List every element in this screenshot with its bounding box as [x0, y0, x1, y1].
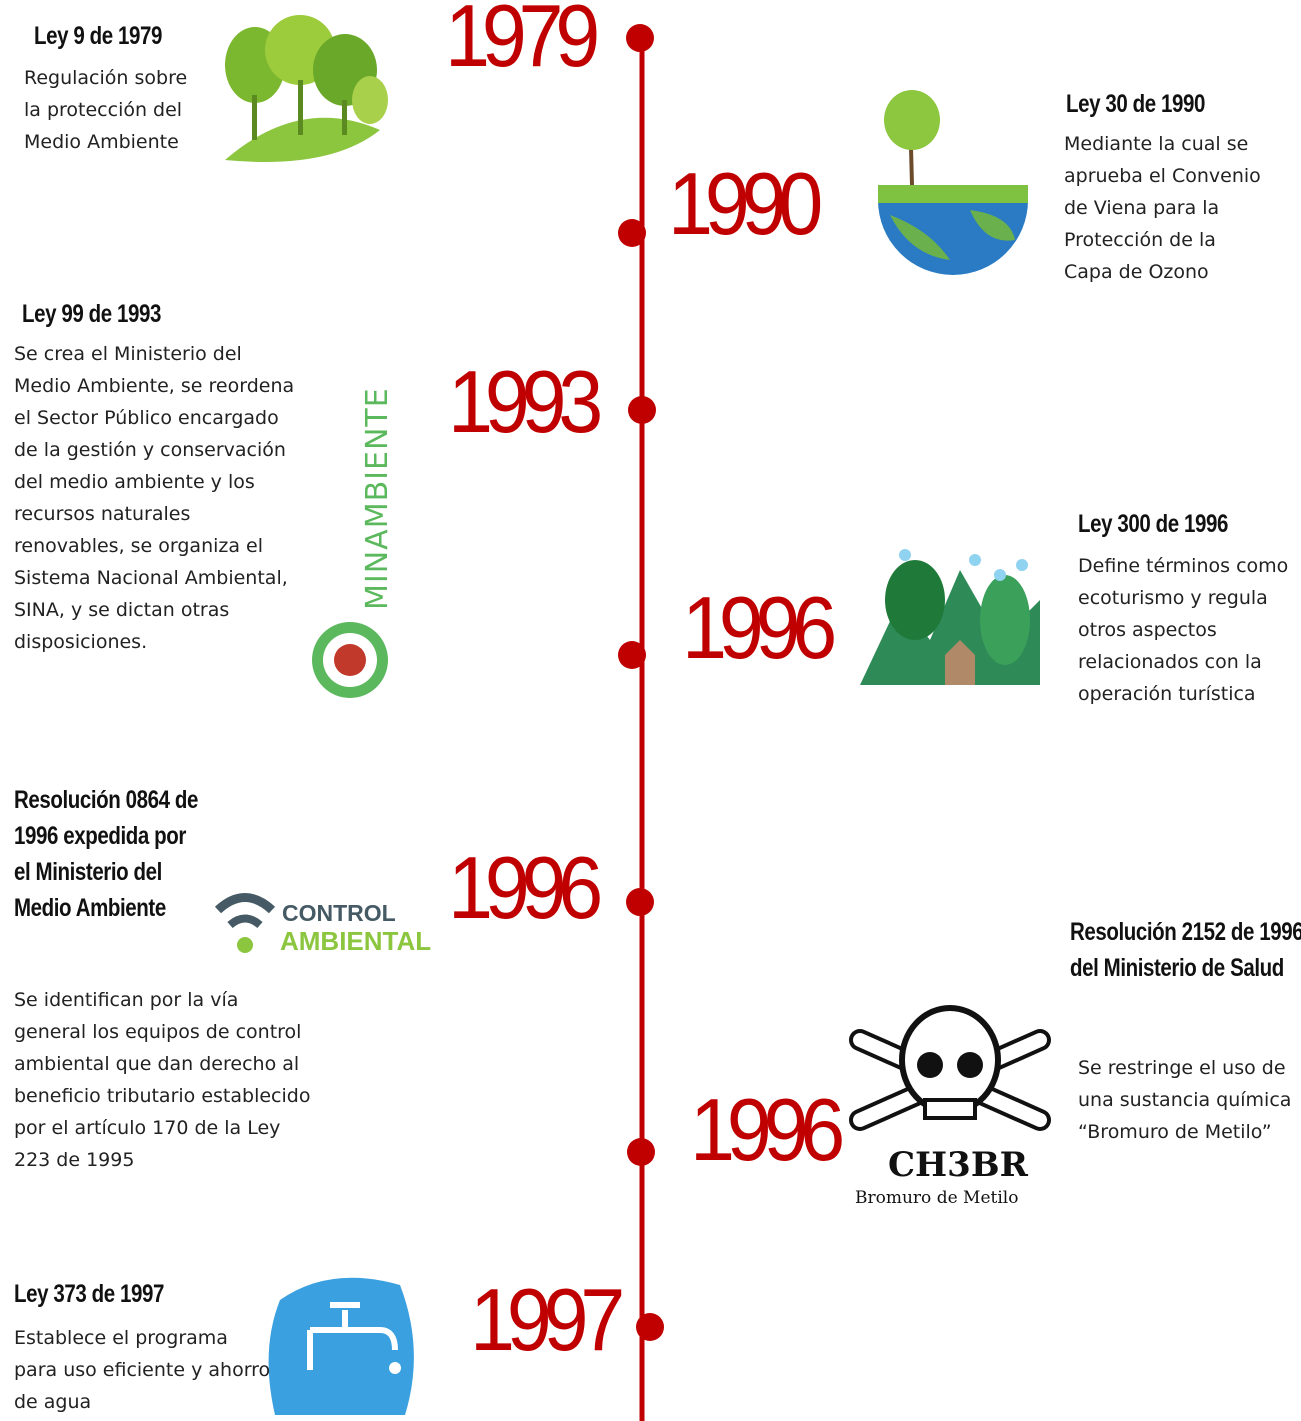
- year: 1996: [690, 1080, 845, 1179]
- timeline-dot: [626, 24, 654, 52]
- year: 1996: [448, 838, 603, 937]
- event-description: Se crea el Ministerio del Medio Ambiente…: [14, 343, 295, 653]
- forest-image: [860, 549, 1040, 685]
- minambiente-text: MINAMBIENTE: [360, 387, 395, 610]
- event-description: Se identifican por la vía general los eq…: [14, 989, 311, 1171]
- year: 1990: [668, 154, 823, 253]
- bromuro-text: Bromuro de Metilo: [855, 1188, 1019, 1208]
- control-text: CONTROL: [282, 900, 396, 926]
- water-image: [268, 1277, 414, 1415]
- ch3br-text: CH3BR: [888, 1145, 1028, 1185]
- event-description: Establece el programa para uso eficiente…: [14, 1327, 271, 1413]
- control-ambiental-logo: [214, 893, 276, 953]
- event-description: Mediante la cual se aprueba el Convenio …: [1064, 133, 1261, 283]
- year: 1979: [445, 0, 600, 85]
- timeline-dot: [626, 888, 654, 916]
- event-description: Regulación sobre la protección del Medio…: [24, 67, 188, 153]
- timeline-dot: [627, 1138, 655, 1166]
- event-description: Define términos como ecoturismo y regula…: [1078, 555, 1289, 705]
- earth-image: [878, 90, 1028, 275]
- event-title: Ley 99 de 1993: [22, 300, 162, 328]
- event-title: Ley 373 de 1997: [14, 1280, 164, 1308]
- timeline-dot: [618, 219, 646, 247]
- event-title: Resolución 0864 de 1996 expedida por el …: [14, 786, 199, 922]
- timeline-dot: [628, 396, 656, 424]
- event-title: Resolución 2152 de 1996 del Ministerio d…: [1070, 918, 1301, 982]
- minambiente-seal: [312, 622, 388, 698]
- event-title: Ley 300 de 1996: [1078, 510, 1228, 538]
- timeline-dot: [618, 641, 646, 669]
- event-title: Ley 9 de 1979: [34, 22, 163, 50]
- timeline-dot: [636, 1313, 664, 1341]
- trees-image: [225, 15, 388, 162]
- year: 1996: [682, 578, 837, 677]
- skull-image: [849, 1005, 1051, 1131]
- event-description: Se restringe el uso de una sustancia quí…: [1078, 1057, 1292, 1143]
- ambiental-text: AMBIENTAL: [280, 926, 432, 956]
- year: 1993: [448, 352, 603, 451]
- event-title: Ley 30 de 1990: [1066, 90, 1206, 118]
- year: 1997: [470, 1270, 625, 1369]
